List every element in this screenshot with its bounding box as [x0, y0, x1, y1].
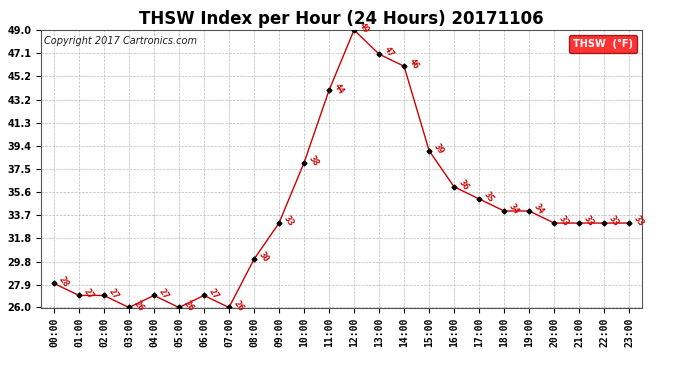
Text: 38: 38: [307, 154, 321, 168]
Text: 49: 49: [357, 21, 371, 35]
Text: 33: 33: [632, 214, 646, 228]
Text: 46: 46: [407, 57, 421, 71]
Title: THSW Index per Hour (24 Hours) 20171106: THSW Index per Hour (24 Hours) 20171106: [139, 10, 544, 28]
Text: 33: 33: [282, 214, 295, 228]
Text: 27: 27: [207, 286, 221, 301]
Legend: THSW  (°F): THSW (°F): [569, 35, 637, 53]
Text: 33: 33: [607, 214, 621, 228]
Text: 47: 47: [382, 45, 395, 59]
Text: 26: 26: [182, 299, 195, 313]
Text: 27: 27: [82, 286, 95, 301]
Text: 36: 36: [457, 178, 471, 192]
Text: 34: 34: [532, 202, 546, 216]
Text: Copyright 2017 Cartronics.com: Copyright 2017 Cartronics.com: [44, 36, 197, 45]
Text: 33: 33: [557, 214, 571, 228]
Text: 28: 28: [57, 274, 70, 288]
Text: 33: 33: [582, 214, 595, 228]
Text: 30: 30: [257, 251, 270, 264]
Text: 35: 35: [482, 190, 495, 204]
Text: 27: 27: [107, 286, 121, 301]
Text: 27: 27: [157, 286, 170, 301]
Text: 26: 26: [232, 299, 246, 313]
Text: 39: 39: [432, 142, 446, 156]
Text: 44: 44: [332, 81, 346, 96]
Text: 34: 34: [507, 202, 521, 216]
Text: 26: 26: [132, 299, 146, 313]
